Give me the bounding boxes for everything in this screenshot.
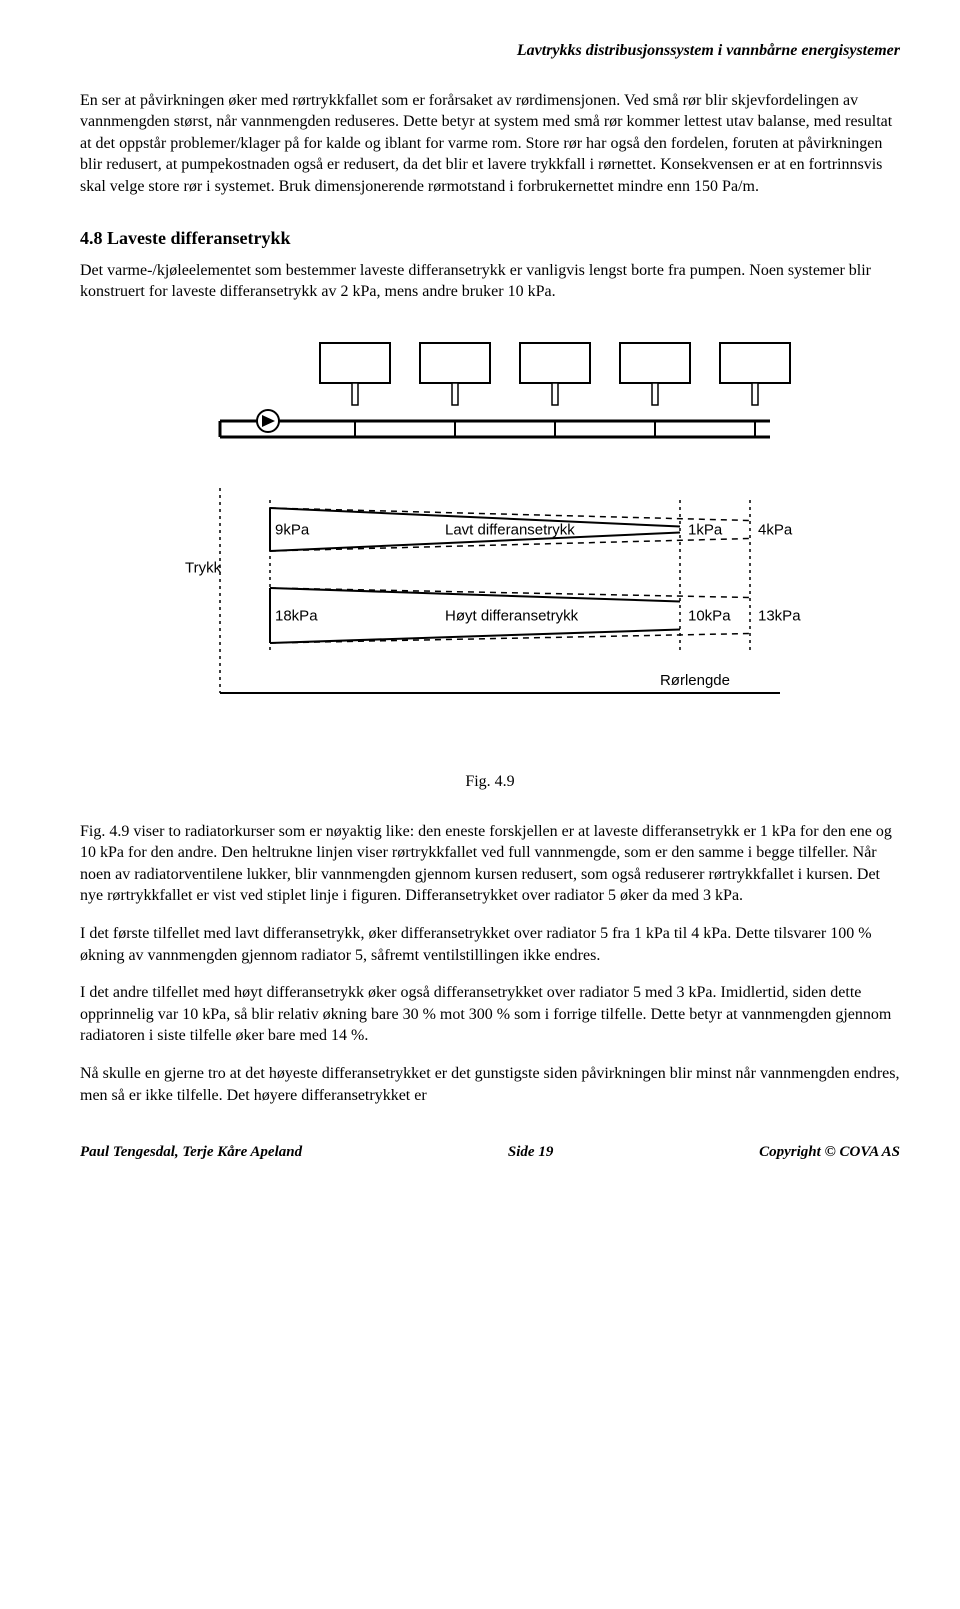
svg-text:13kPa: 13kPa [758,608,801,625]
page-footer: Paul Tengesdal, Terje Kåre Apeland Side … [80,1142,900,1162]
svg-text:Rørlengde: Rørlengde [660,672,730,689]
svg-text:Høyt differansetrykk: Høyt differansetrykk [445,608,579,625]
para-1: En ser at påvirkningen øker med rørtrykk… [80,90,900,198]
para-4: I det første tilfellet med lavt differan… [80,923,900,966]
para-5: I det andre tilfellet med høyt differans… [80,982,900,1047]
svg-text:9kPa: 9kPa [275,522,310,539]
section-heading: 4.8 Laveste differansetrykk [80,226,900,250]
para-6: Nå skulle en gjerne tro at det høyeste d… [80,1063,900,1106]
figure-caption: Fig. 4.9 [80,771,900,793]
footer-right: Copyright © COVA AS [759,1142,900,1162]
svg-text:Lavt differansetrykk: Lavt differansetrykk [445,522,575,539]
running-header: Lavtrykks distribusjonssystem i vannbårn… [80,40,900,62]
svg-text:Trykk: Trykk [185,560,222,577]
figure-4-9: 9kPa Lavt differansetrykk 1kPa 4kPa 18kPa Høy… [140,333,840,753]
para-2: Det varme-/kjøleelementet som bestemmer … [80,260,900,303]
footer-center: Side 19 [508,1142,553,1162]
svg-text:1kPa: 1kPa [688,522,723,539]
para-3: Fig. 4.9 viser to radiatorkurser som er … [80,821,900,907]
svg-text:18kPa: 18kPa [275,608,318,625]
svg-text:4kPa: 4kPa [758,522,793,539]
footer-left: Paul Tengesdal, Terje Kåre Apeland [80,1142,302,1162]
svg-text:10kPa: 10kPa [688,608,731,625]
